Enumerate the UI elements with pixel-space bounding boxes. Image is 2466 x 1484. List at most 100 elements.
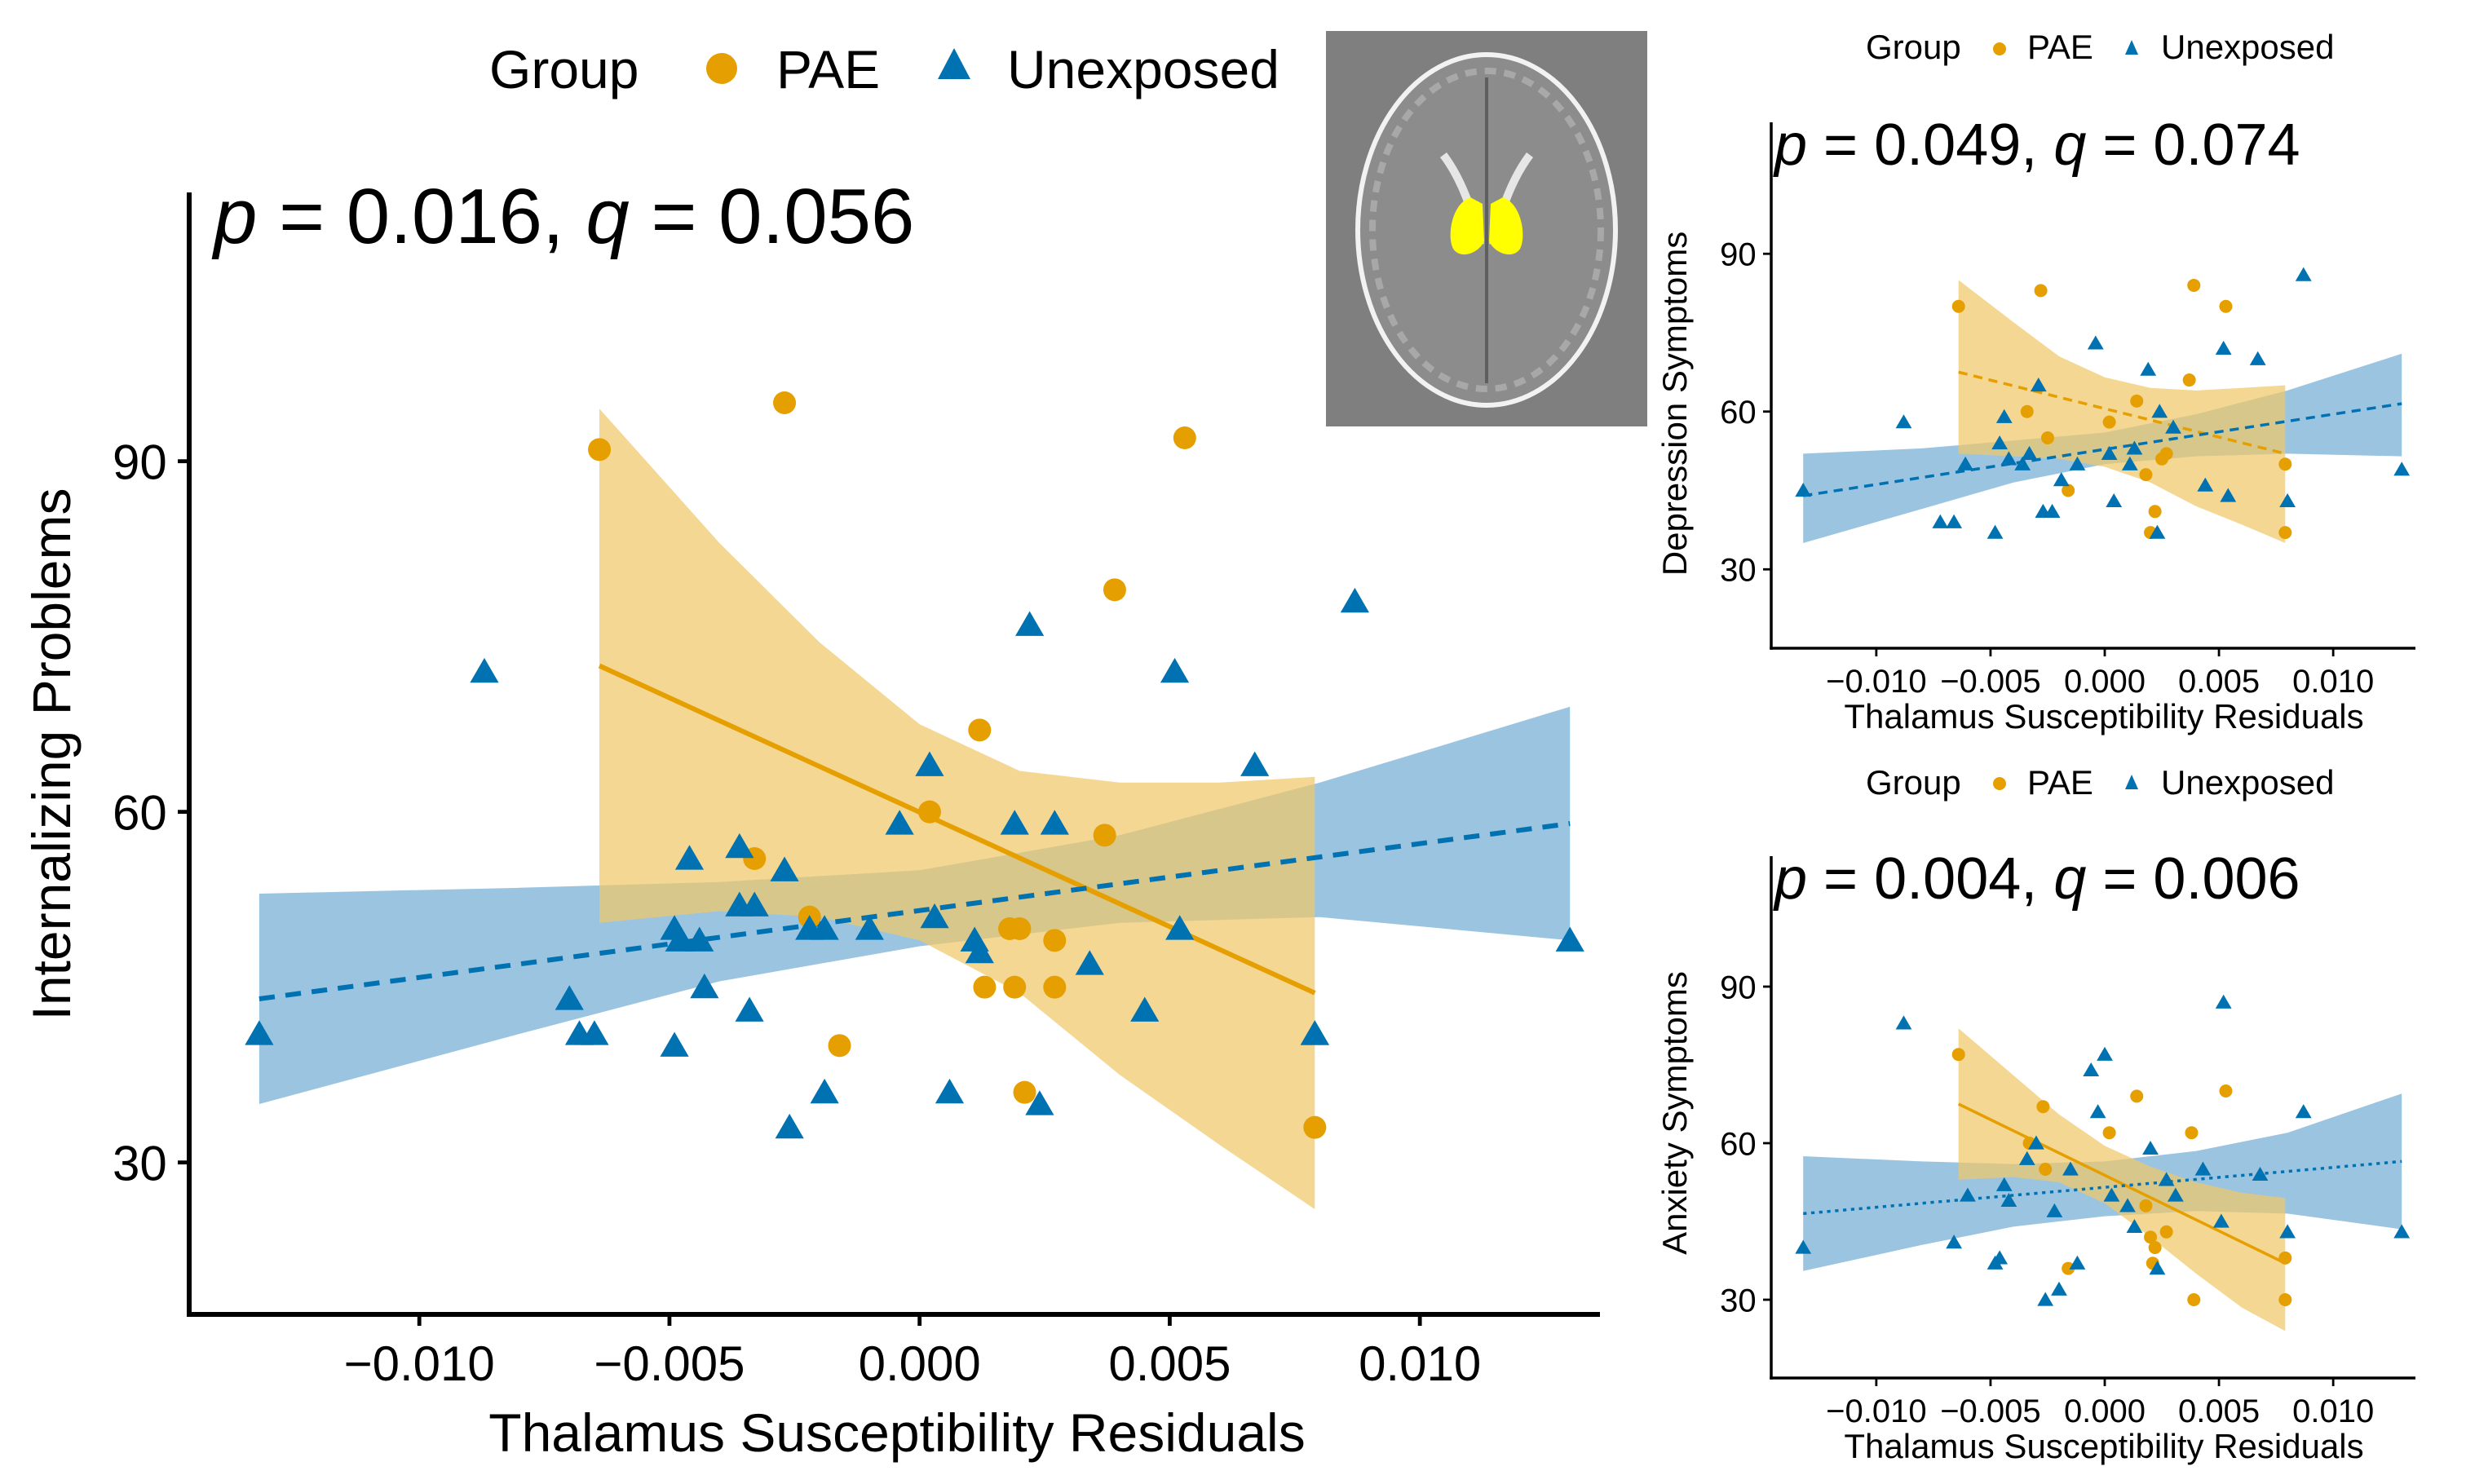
bottom-right-unexposed-point	[2062, 1161, 2079, 1176]
bottom-right-annotation-eq1: =	[1807, 846, 1874, 912]
main-annotation-comma: ,	[542, 173, 586, 260]
bottom-right-unexposed-point	[2252, 1166, 2269, 1181]
top-right-legend-pae-label: PAE	[2027, 28, 2093, 66]
bottom-right-pae-fit-line	[1957, 1102, 2287, 1265]
top-right-y-tick-label: 60	[1720, 395, 1757, 431]
top-right-unexposed-point	[1895, 414, 1912, 429]
main-unexposed-point	[1000, 810, 1029, 835]
top-right-y-tick-label: 90	[1720, 237, 1757, 273]
bottom-right-pae-point	[2139, 1199, 2153, 1212]
top-right-annotation-comma: ,	[2021, 113, 2053, 178]
top-right-unexposed-point	[2087, 335, 2104, 350]
main-annotation: p = 0.016, q = 0.056	[211, 173, 914, 260]
main-unexposed-point	[965, 938, 994, 964]
bottom-right-unexposed-point	[2069, 1255, 2086, 1270]
bottom-right-unexposed-point	[1991, 1250, 2009, 1265]
main-unexposed-point	[580, 1020, 609, 1045]
main-unexposed-point	[555, 985, 584, 1010]
bottom-right-unexposed-point	[2279, 1224, 2296, 1239]
main-unexposed-point	[855, 915, 884, 940]
main-unexposed-point	[915, 751, 944, 776]
bottom-right-panel: Group PAE Unexposed p = 0.004, q = 0.006…	[1655, 763, 2415, 1465]
main-unexposed-point	[245, 1020, 274, 1045]
main-unexposed-point	[885, 810, 914, 835]
main-x-axis-label: Thalamus Susceptibility Residuals	[488, 1402, 1305, 1463]
main-pae-point	[588, 438, 612, 462]
top-right-unexposed-point	[2220, 488, 2237, 502]
bottom-right-unexposed-point	[2119, 1198, 2136, 1212]
main-unexposed-point	[1160, 657, 1190, 683]
main-unexposed-point	[810, 915, 839, 940]
top-right-annotation-eq1: =	[1807, 113, 1874, 178]
top-right-pae-point	[2034, 284, 2048, 298]
top-right-pae-point	[1951, 299, 1965, 313]
top-right-x-tick-label: −0.010	[1826, 664, 1926, 700]
bottom-right-legend-unexposed-marker	[2125, 775, 2138, 789]
top-right-legend-unexposed-marker	[2125, 40, 2138, 55]
main-pae-point	[1173, 426, 1196, 449]
main-unexposed-point	[685, 926, 714, 952]
top-right-x-tick-label: 0.005	[2178, 664, 2260, 700]
bottom-right-y-axis-label: Anxiety Symptoms	[1655, 971, 1694, 1255]
main-unexposed-point	[1040, 810, 1069, 835]
bottom-right-unexposed-point	[2037, 1292, 2054, 1306]
bottom-right-unexposed-point	[2000, 1192, 2017, 1208]
top-right-unexposed-point	[2030, 378, 2047, 392]
top-right-unexposed-point	[2121, 456, 2138, 470]
top-right-panel: Group PAE Unexposed p = 0.049, q = 0.074…	[1655, 28, 2415, 735]
bottom-right-pae-point	[2062, 1261, 2075, 1275]
main-unexposed-point	[660, 1031, 689, 1057]
main-unexposed-point	[1300, 1020, 1329, 1045]
top-right-unexposed-fit-line	[1802, 402, 2402, 497]
bottom-right-points	[1795, 994, 2411, 1306]
bottom-right-annotation: p = 0.004, q = 0.006	[1773, 846, 2300, 912]
main-unexposed-point	[665, 926, 694, 952]
main-unexposed-point	[1555, 926, 1584, 952]
bottom-right-annotation-eq2: =	[2086, 846, 2153, 912]
brain-cortex	[1369, 68, 1604, 392]
main-annotation-eq2: =	[630, 173, 718, 260]
bottom-right-annotation-p-label: p	[1773, 846, 1807, 912]
bottom-right-unexposed-point	[2097, 1046, 2113, 1061]
main-unexposed-point	[935, 1078, 965, 1104]
main-unexposed-point	[1340, 587, 1369, 613]
thalamus-roi-left	[1450, 197, 1484, 255]
main-annotation-q-value: 0.056	[718, 173, 914, 260]
top-right-legend-title: Group	[1866, 28, 1961, 66]
top-right-annotation-p-label: p	[1773, 113, 1807, 178]
top-right-unexposed-point	[2044, 503, 2061, 518]
bottom-right-unexposed-point	[1960, 1187, 1976, 1202]
main-y-tick-label: 30	[113, 1136, 167, 1190]
bottom-right-legend-pae-label: PAE	[2027, 763, 2093, 802]
main-x-tick-label: 0.000	[859, 1336, 981, 1391]
bottom-right-x-tick-label: −0.010	[1826, 1393, 1926, 1429]
bottom-right-fits	[1803, 1102, 2402, 1265]
top-right-pae-point	[2148, 505, 2162, 519]
main-unexposed-point	[775, 1113, 804, 1139]
bottom-right-unexposed-point	[1795, 1239, 1812, 1254]
main-annotation-p-value: 0.016	[347, 173, 542, 260]
main-y-axis-label: Internalizing Problems	[21, 488, 82, 1021]
top-right-y-axis-label: Depression Symptoms	[1655, 232, 1694, 576]
main-unexposed-point	[1015, 611, 1045, 636]
top-right-pae-confidence-band	[1958, 280, 2286, 543]
bottom-right-unexposed-point	[1995, 1177, 2013, 1191]
top-right-unexposed-point	[2000, 451, 2017, 466]
main-unexposed-point	[810, 1078, 839, 1104]
bottom-right-x-axis-label: Thalamus Susceptibility Residuals	[1844, 1427, 2363, 1465]
top-right-unexposed-point	[2295, 267, 2312, 281]
top-right-pae-point	[2102, 415, 2116, 429]
main-unexposed-point	[1025, 1090, 1054, 1115]
main-pae-point	[973, 975, 997, 999]
top-right-unexposed-point	[2279, 492, 2296, 508]
bottom-right-pae-point	[1951, 1048, 1965, 1062]
main-pae-confidence-band	[599, 409, 1315, 1209]
main-y-tick-label: 90	[113, 435, 167, 489]
bottom-right-unexposed-point	[2194, 1161, 2212, 1176]
top-right-unexposed-point	[2140, 361, 2157, 376]
bottom-right-pae-point	[2278, 1251, 2292, 1265]
bottom-right-x-tick-label: 0.000	[2064, 1393, 2146, 1429]
bottom-right-annotation-q-value: 0.006	[2153, 846, 2300, 912]
bottom-right-unexposed-point	[2212, 1213, 2230, 1228]
